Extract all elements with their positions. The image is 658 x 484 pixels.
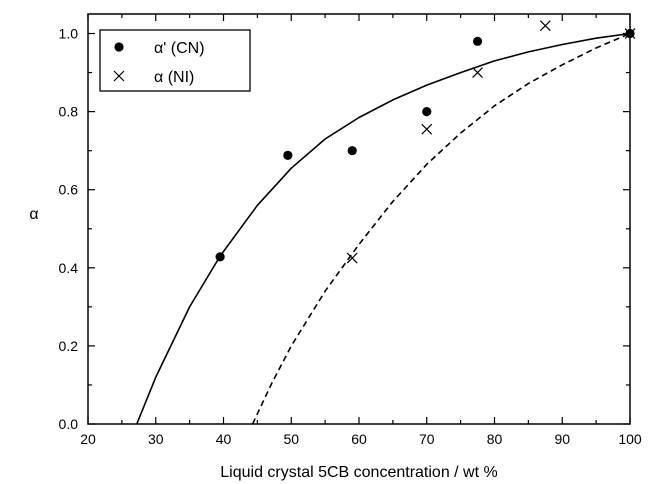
solid-fit-curve (136, 32, 631, 425)
x-tick-label: 80 (487, 431, 503, 447)
data-point-cn (215, 252, 225, 262)
x-tick-label: 30 (148, 431, 164, 447)
data-point-cn (283, 150, 293, 160)
data-markers (215, 20, 636, 264)
x-axis-title: Liquid crystal 5CB concentration / wt % (220, 464, 497, 481)
y-tick-label: 0.2 (59, 338, 79, 354)
y-tick-label: 0.8 (59, 104, 79, 120)
x-tick-label: 90 (554, 431, 570, 447)
fit-curves (136, 32, 631, 425)
y-tick-label: 0.6 (59, 182, 79, 198)
data-point-cn (347, 146, 357, 156)
x-tick-label: 40 (216, 431, 232, 447)
data-point-ni (421, 123, 433, 135)
legend-box (99, 29, 251, 92)
legend-marker-cn (114, 42, 124, 52)
data-point-cn (422, 107, 432, 117)
legend: α' (CN) α (NI) (99, 29, 251, 92)
x-tick-label: 50 (283, 431, 299, 447)
data-point-cn (472, 36, 483, 46)
axis-ticks: 20 30 40 50 60 70 80 90 100 0.0 0.2 0.4 0.6 0.8 1.0 (59, 14, 642, 447)
data-point-ni (539, 20, 551, 32)
data-point-ni (472, 67, 483, 78)
dashed-fit-curve (251, 32, 631, 425)
y-axis-title: α (29, 206, 38, 223)
y-tick-label: 0.4 (59, 260, 79, 276)
legend-marker-ni (113, 70, 125, 82)
x-tick-label: 60 (351, 431, 367, 447)
data-point-ni (624, 28, 636, 39)
legend-label-cn: α' (CN) (154, 40, 205, 57)
x-tick-label: 70 (419, 431, 435, 447)
x-tick-label: 100 (618, 431, 642, 447)
legend-label-ni: α (NI) (154, 69, 194, 86)
y-tick-label: 1.0 (59, 26, 79, 42)
data-point-ni (346, 252, 358, 264)
y-tick-label: 0.0 (59, 416, 79, 432)
x-tick-label: 20 (80, 431, 96, 447)
